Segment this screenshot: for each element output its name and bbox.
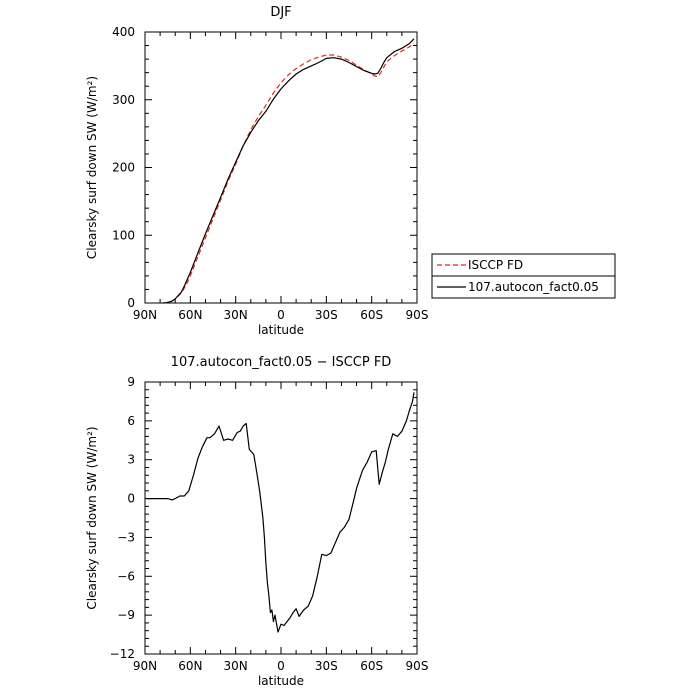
x-tick-label: 90N: [133, 308, 157, 322]
series-line-0: [146, 392, 415, 633]
y-axis-label: Clearsky surf down SW (W/m²): [85, 426, 99, 609]
y-tick-label: −9: [117, 608, 135, 622]
x-axis-label: latitude: [258, 323, 304, 337]
legend-label-1: 107.autocon_fact0.05: [468, 280, 599, 294]
x-tick-label: 60S: [360, 308, 383, 322]
x-tick-label: 30N: [224, 308, 248, 322]
y-tick-label: 9: [127, 375, 135, 389]
y-tick-label: −12: [110, 647, 135, 661]
plot-frame: [144, 381, 418, 655]
x-tick-label: 30S: [315, 659, 338, 673]
x-tick-label: 60N: [178, 308, 202, 322]
y-tick-label: 400: [112, 25, 135, 39]
legend: ISCCP FD 107.autocon_fact0.05: [431, 253, 616, 299]
top-panel: 90N 60N 30N 0 30S 60S 90S 0 100 200 300 400 DJF latit…: [85, 5, 428, 337]
plot-frame: [144, 31, 418, 304]
series-line-1: [163, 38, 415, 304]
x-tick-label: 30N: [224, 659, 248, 673]
chart-title: 107.autocon_fact0.05 − ISCCP FD: [171, 355, 392, 370]
y-tick-label: −3: [117, 530, 135, 544]
chart-title: DJF: [270, 5, 291, 20]
x-tick-label: 0: [277, 659, 285, 673]
y-tick-label: 3: [127, 453, 135, 467]
x-tick-label: 90S: [406, 659, 429, 673]
y-tick-label: 300: [112, 93, 135, 107]
bottom-panel: 90N 60N 30N 0 30S 60S 90S −12 −9 −6 −3 0 3 6 9 107.auto…: [85, 355, 428, 688]
x-axis-label: latitude: [258, 674, 304, 688]
x-tick-label: 60S: [360, 659, 383, 673]
y-tick-label: 100: [112, 228, 135, 242]
y-tick-label: 0: [127, 492, 135, 506]
legend-label-0: ISCCP FD: [468, 258, 523, 272]
x-tick-label: 90S: [406, 308, 429, 322]
x-tick-label: 0: [277, 308, 285, 322]
y-tick-label: 200: [112, 161, 135, 175]
series-line-0: [163, 43, 415, 304]
x-tick-label: 30S: [315, 308, 338, 322]
x-tick-label: 90N: [133, 659, 157, 673]
y-axis-label: Clearsky surf down SW (W/m²): [85, 76, 99, 259]
y-tick-label: −6: [117, 569, 135, 583]
x-tick-label: 60N: [178, 659, 202, 673]
y-tick-label: 0: [127, 296, 135, 310]
y-tick-label: 6: [127, 414, 135, 428]
